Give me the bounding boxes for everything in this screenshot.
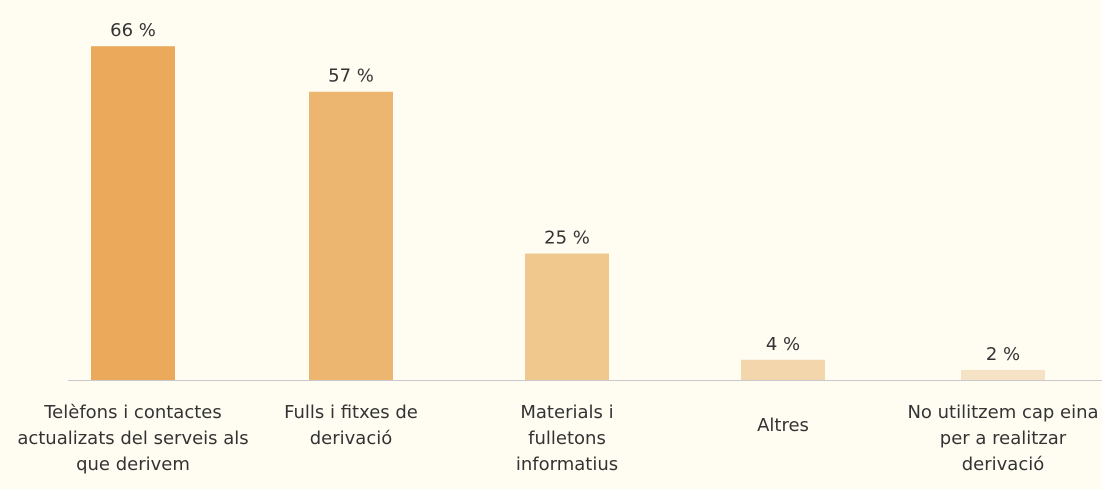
value-label: 4 % [766, 334, 800, 355]
bar [741, 359, 825, 380]
value-label: 2 % [986, 344, 1020, 365]
category-label: Telèfons i contactes actualizats del ser… [17, 402, 249, 475]
bar [961, 369, 1045, 380]
bar [91, 46, 175, 380]
bar [309, 91, 393, 380]
value-label: 57 % [328, 66, 374, 87]
value-label: 25 % [544, 228, 590, 249]
category-label: Fulls i fitxes de derivació [284, 402, 418, 449]
category-label: Altres [757, 415, 809, 436]
bar [525, 253, 609, 380]
category-label: Materials i fulletons informatius [515, 402, 619, 475]
category-label: No utilitzem cap eina per a realitzar de… [907, 402, 1099, 475]
value-label: 66 % [110, 20, 156, 41]
